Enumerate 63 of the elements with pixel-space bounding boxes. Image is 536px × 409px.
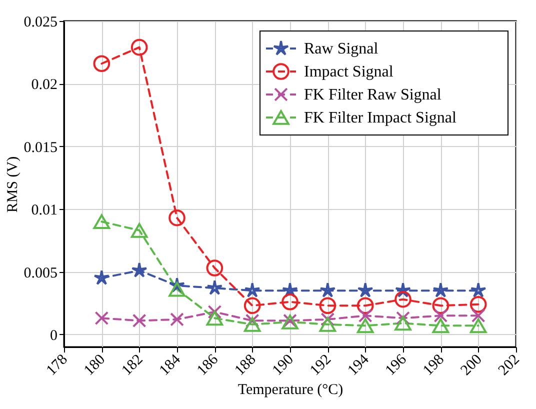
point xyxy=(319,297,336,314)
point xyxy=(470,296,487,313)
point xyxy=(434,308,448,323)
x-tick-label: 180 xyxy=(81,352,109,379)
point xyxy=(394,316,412,331)
point xyxy=(394,282,412,298)
x-tick-label: 202 xyxy=(496,352,523,379)
point xyxy=(131,262,148,278)
point xyxy=(206,260,224,276)
point xyxy=(432,282,449,298)
y-tick-label: 0 xyxy=(50,328,58,344)
y-tick-label: 0.015 xyxy=(24,140,58,156)
point xyxy=(282,293,298,310)
point xyxy=(432,318,450,334)
point xyxy=(132,314,146,328)
x-tick-label: 186 xyxy=(194,351,222,379)
point xyxy=(470,318,487,334)
point xyxy=(168,282,186,297)
point xyxy=(168,209,186,226)
x-tick-label: 198 xyxy=(420,352,448,379)
y-tick-label: 0.025 xyxy=(24,14,58,30)
point xyxy=(470,282,486,298)
legend-label: Raw Signal xyxy=(304,40,379,58)
point xyxy=(94,311,109,326)
point xyxy=(244,297,261,314)
y-tick-label: 0.005 xyxy=(24,265,58,282)
point xyxy=(130,38,148,56)
x-tick-label: 196 xyxy=(382,351,410,379)
point xyxy=(244,282,260,298)
point xyxy=(358,308,372,323)
point xyxy=(471,308,486,323)
x-tick-label: 184 xyxy=(156,351,184,379)
x-tick-label: 188 xyxy=(232,352,260,379)
point xyxy=(356,318,374,334)
point xyxy=(168,277,186,293)
point xyxy=(319,317,336,332)
point xyxy=(356,297,374,314)
point xyxy=(94,270,110,286)
point xyxy=(432,297,450,314)
point xyxy=(244,317,261,332)
legend-label: FK Filter Raw Signal xyxy=(304,86,442,104)
y-axis-title: RMS (V) xyxy=(4,156,21,213)
x-tick-label: 178 xyxy=(44,352,71,379)
point xyxy=(206,310,224,326)
point xyxy=(320,282,336,298)
x-tick-label: 190 xyxy=(270,352,297,379)
y-tick-label: 0.02 xyxy=(31,77,58,94)
x-tick-label: 200 xyxy=(458,352,486,379)
point xyxy=(130,222,148,238)
x-tick-label: 192 xyxy=(307,352,335,379)
x-axis-title: Temperature (°C) xyxy=(238,382,344,398)
legend-label: Impact Signal xyxy=(304,64,394,80)
point xyxy=(282,282,298,298)
point xyxy=(93,55,110,72)
point xyxy=(394,290,412,308)
point xyxy=(357,282,374,298)
point xyxy=(170,312,184,326)
point xyxy=(206,280,223,296)
legend-label: FK Filter Impact Signal xyxy=(304,110,457,126)
y-tick-label: 0.01 xyxy=(31,202,58,219)
point xyxy=(93,214,110,230)
x-tick-label: 182 xyxy=(118,352,146,379)
x-tick-label: 194 xyxy=(344,351,373,379)
